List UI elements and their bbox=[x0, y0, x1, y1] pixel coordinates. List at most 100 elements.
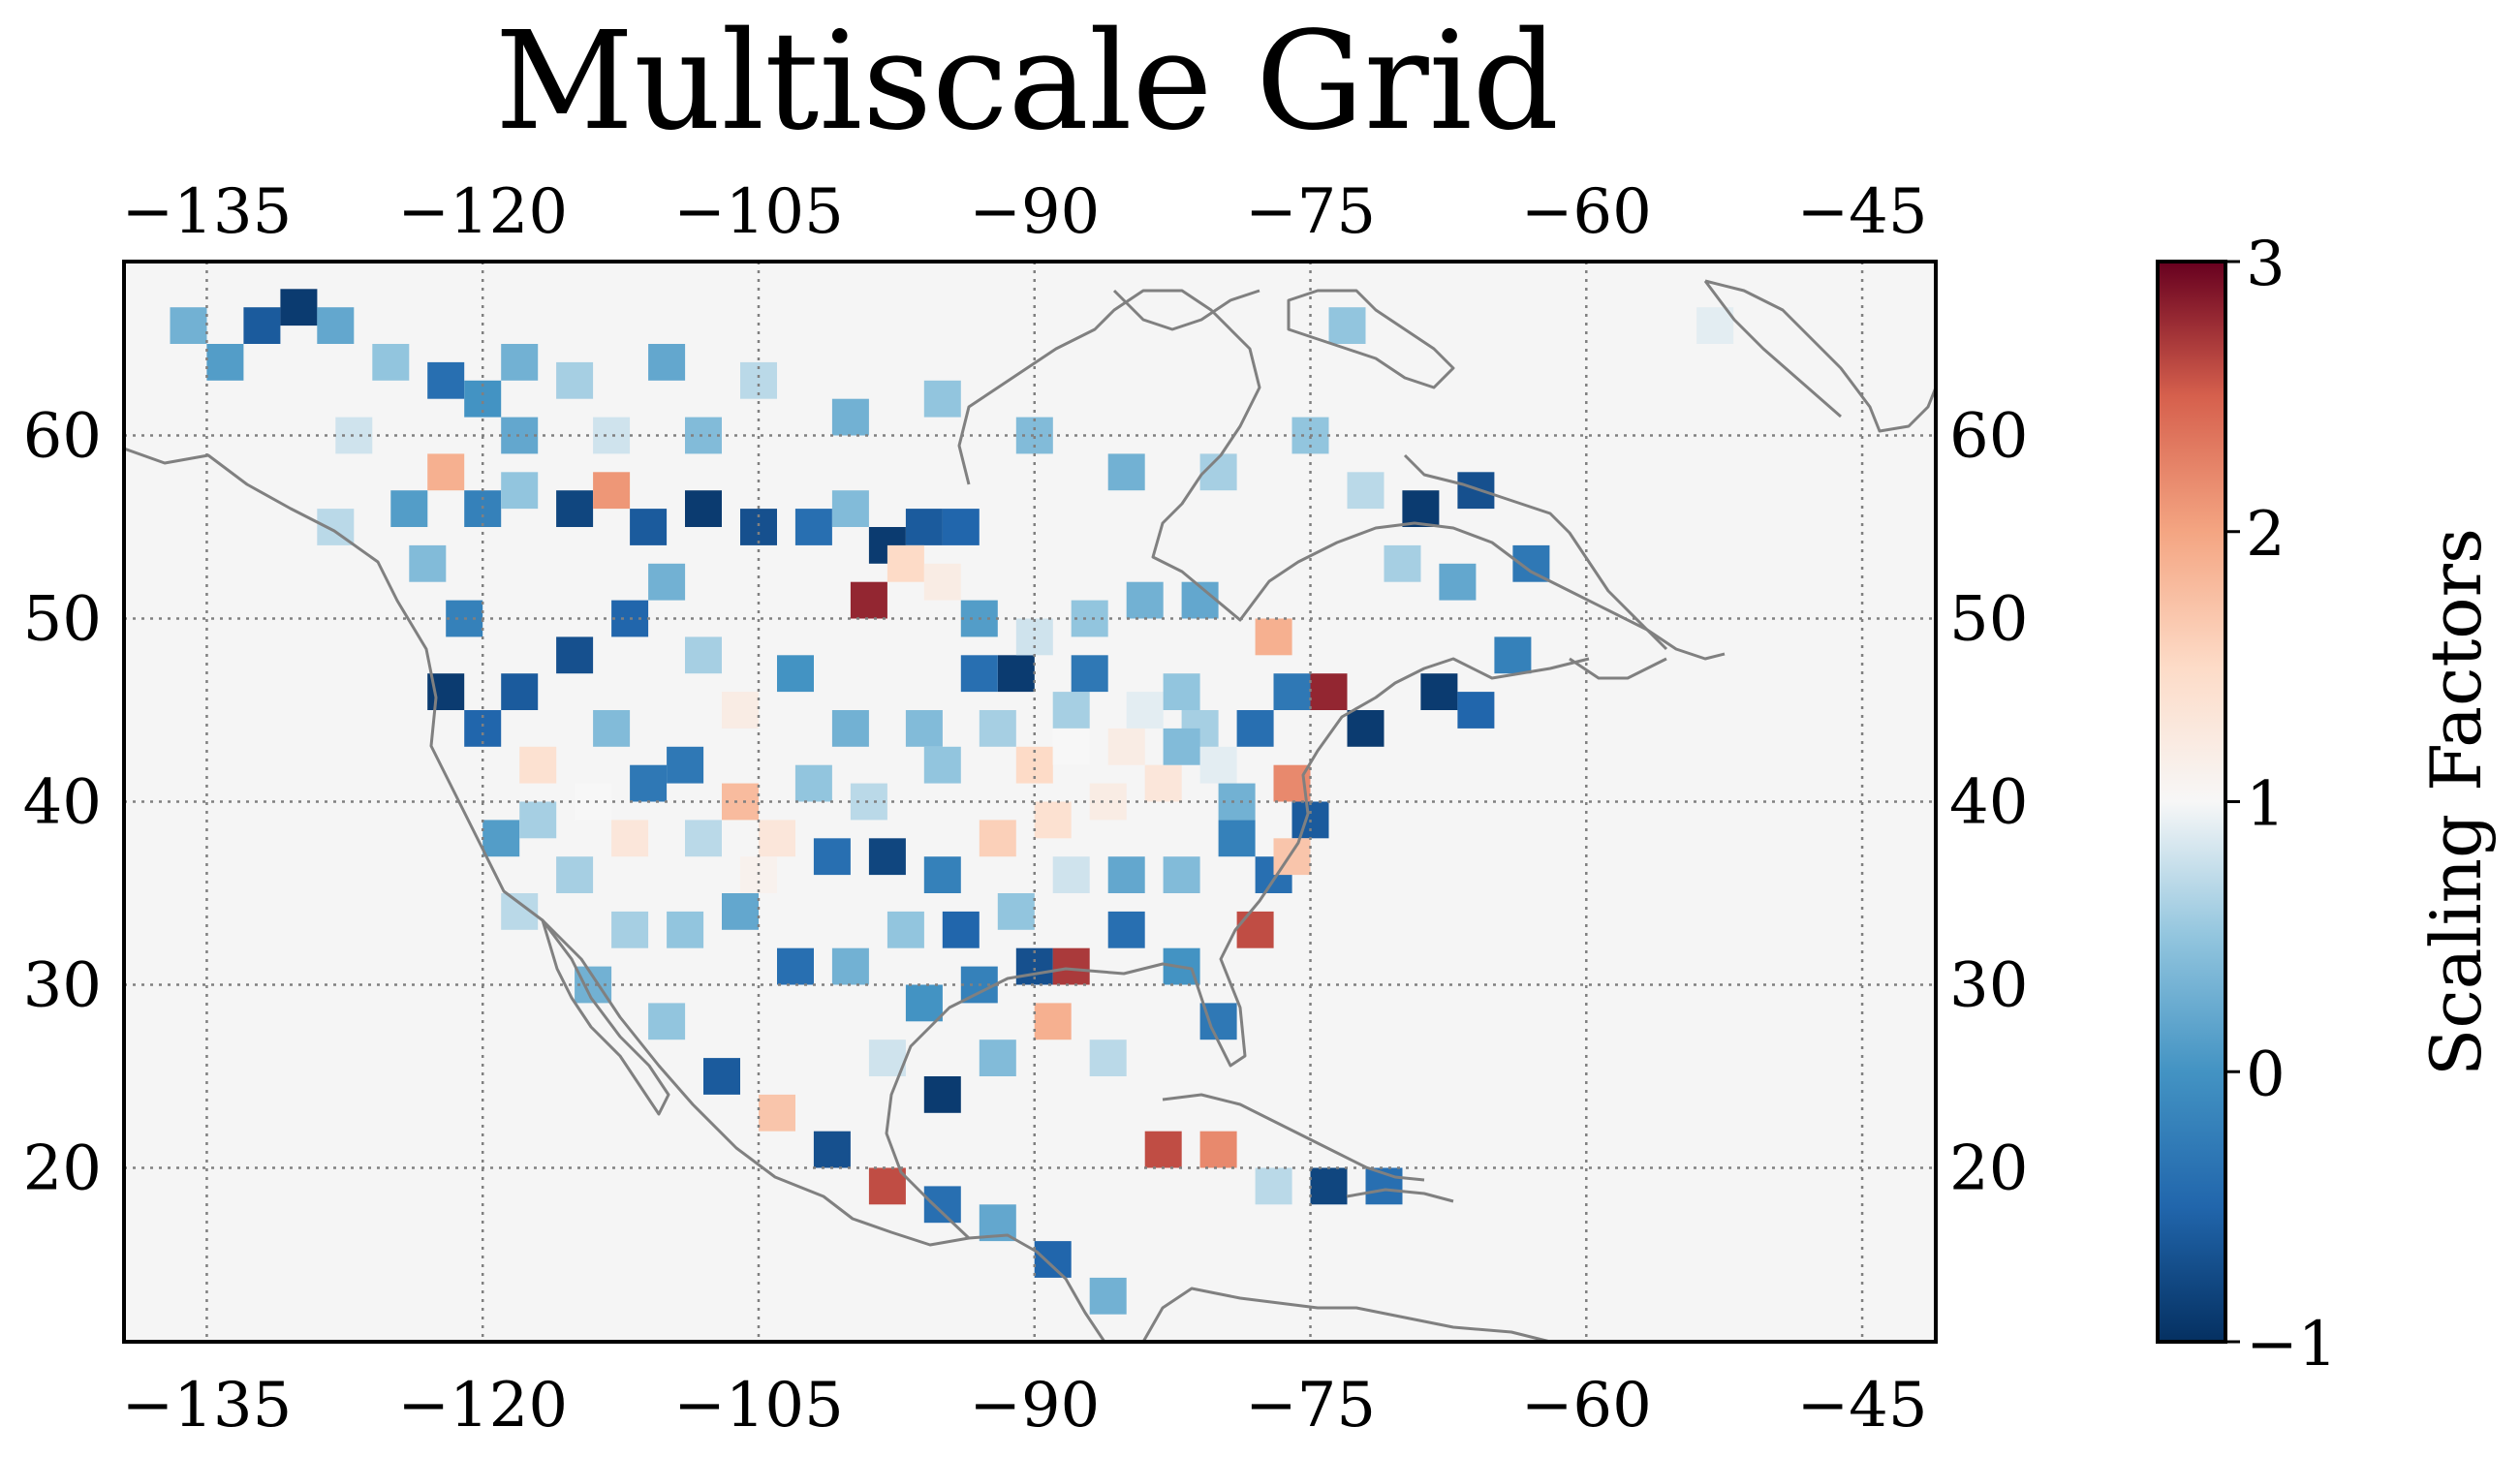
grid-cell bbox=[1052, 947, 1090, 985]
grid-cell bbox=[648, 563, 686, 601]
longitude-tick-label: −75 bbox=[1245, 176, 1376, 248]
grid-cell bbox=[1457, 472, 1495, 510]
grid-cell bbox=[556, 636, 594, 674]
grid-cell bbox=[1439, 563, 1477, 601]
grid-cell bbox=[1199, 453, 1237, 491]
grid-cell bbox=[685, 636, 722, 674]
grid-cell bbox=[923, 746, 961, 784]
grid-cell bbox=[501, 673, 539, 710]
grid-cell bbox=[593, 472, 631, 510]
grid-cell bbox=[997, 893, 1035, 930]
latitude-tick-label: 30 bbox=[23, 949, 102, 1021]
grid-cell bbox=[1107, 453, 1145, 491]
grid-cell bbox=[667, 911, 704, 948]
grid-cell bbox=[611, 911, 649, 948]
grid-cell bbox=[390, 490, 428, 527]
grid-cell bbox=[501, 344, 539, 381]
grid-cell bbox=[813, 1131, 851, 1168]
grid-cell bbox=[923, 1186, 961, 1224]
grid-cell bbox=[868, 1167, 906, 1205]
coastlines bbox=[124, 279, 1936, 1342]
longitude-tick-label: −75 bbox=[1245, 1370, 1376, 1442]
grid-cell bbox=[593, 710, 631, 747]
grid-cell bbox=[1696, 307, 1734, 344]
grid-cell bbox=[1163, 856, 1200, 893]
longitude-tick-label: −135 bbox=[122, 176, 293, 248]
scaling-factor-cells bbox=[170, 289, 1734, 1315]
grid-cell bbox=[409, 544, 447, 582]
gridlines bbox=[124, 262, 1936, 1342]
grid-cell bbox=[1347, 472, 1384, 510]
grid-cell bbox=[923, 1076, 961, 1113]
grid-cell bbox=[1255, 618, 1292, 656]
latitude-tick-label: 20 bbox=[23, 1132, 102, 1204]
longitude-tick-label: −60 bbox=[1521, 1370, 1652, 1442]
grid-cell bbox=[905, 710, 943, 747]
grid-cell bbox=[1163, 673, 1200, 710]
grid-cell bbox=[685, 820, 722, 857]
grid-cell bbox=[1328, 307, 1366, 344]
longitude-tick-label: −120 bbox=[397, 1370, 568, 1442]
grid-cell bbox=[556, 490, 594, 527]
grid-cell bbox=[813, 838, 851, 876]
colorbar bbox=[2156, 260, 2227, 1344]
latitude-tick-label: 60 bbox=[23, 401, 102, 473]
grid-cell bbox=[831, 947, 869, 985]
grid-cell bbox=[1347, 710, 1384, 747]
grid-cell bbox=[923, 856, 961, 893]
grid-cell bbox=[1199, 1131, 1237, 1168]
grid-cell bbox=[1034, 1241, 1072, 1278]
longitude-tick-label: −45 bbox=[1797, 1370, 1928, 1442]
grid-cell bbox=[722, 893, 759, 930]
grid-cell bbox=[831, 490, 869, 527]
longitude-tick-label: −105 bbox=[673, 176, 844, 248]
grid-cell bbox=[1420, 673, 1458, 710]
grid-cell bbox=[997, 655, 1035, 693]
colorbar-tick-label: 0 bbox=[2246, 1039, 2286, 1110]
longitude-tick-label: −135 bbox=[122, 1370, 293, 1442]
grid-cell bbox=[667, 746, 704, 784]
grid-cell bbox=[335, 417, 373, 454]
grid-cell bbox=[206, 344, 244, 381]
grid-cell bbox=[1236, 710, 1274, 747]
grid-cell bbox=[1494, 636, 1532, 674]
latitude-tick-label: 50 bbox=[1949, 584, 2028, 656]
grid-cell bbox=[464, 490, 502, 527]
grid-cell bbox=[1457, 692, 1495, 729]
coastline-baja bbox=[541, 918, 670, 1116]
grid-cell bbox=[1402, 490, 1440, 527]
grid-cell bbox=[1310, 1167, 1348, 1205]
grid-cell bbox=[648, 1003, 686, 1040]
grid-cell bbox=[1107, 728, 1145, 765]
grid-cell bbox=[1310, 673, 1348, 710]
grid-cell bbox=[1218, 820, 1256, 857]
grid-cell bbox=[831, 398, 869, 436]
grid-cell bbox=[685, 417, 722, 454]
grid-cell bbox=[960, 655, 998, 693]
grid-cell bbox=[1034, 1003, 1072, 1040]
grid-cell bbox=[501, 472, 539, 510]
grid-cell bbox=[1144, 764, 1182, 802]
grid-cell bbox=[942, 911, 980, 948]
left-latitude-tick-labels: 20 30 40 50 60 bbox=[23, 401, 102, 1205]
grid-cell bbox=[556, 361, 594, 399]
grid-cell bbox=[1052, 856, 1090, 893]
grid-cell bbox=[1107, 856, 1145, 893]
grid-cell bbox=[777, 655, 814, 693]
grid-cell bbox=[1144, 1131, 1182, 1168]
map-title: Multiscale Grid bbox=[494, 3, 1560, 161]
grid-cell bbox=[1255, 1167, 1292, 1205]
grid-cell bbox=[831, 710, 869, 747]
grid-cell bbox=[1052, 692, 1090, 729]
grid-cell bbox=[722, 692, 759, 729]
grid-cell bbox=[501, 417, 539, 454]
grid-cell bbox=[887, 544, 924, 582]
longitude-tick-label: −105 bbox=[673, 1370, 844, 1442]
grid-cell bbox=[482, 820, 520, 857]
grid-cell bbox=[703, 1058, 740, 1095]
coastline-cuba bbox=[1162, 1093, 1425, 1182]
grid-cell bbox=[630, 509, 668, 545]
latitude-tick-label: 50 bbox=[23, 584, 102, 656]
grid-cell bbox=[317, 307, 355, 344]
